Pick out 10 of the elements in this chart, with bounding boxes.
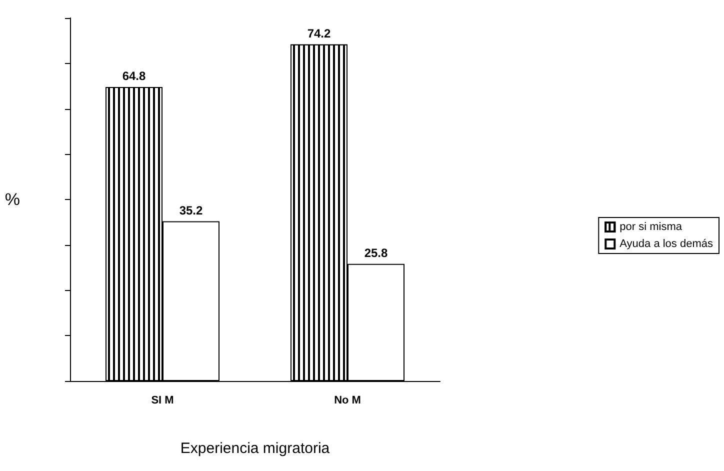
legend-label: Ayuda a los demás [620,238,714,250]
data-label: 74.2 [307,26,331,40]
y-axis-title: % [4,190,20,209]
legend-label: por si misma [620,221,683,233]
x-tick-label: SI M [151,394,174,406]
data-label: 64.8 [122,68,146,83]
x-axis-title: Experiencia migratoria [180,440,330,457]
data-label: 35.2 [179,203,203,218]
x-tick-label: No M [334,394,361,406]
data-label: 25.8 [364,246,388,260]
